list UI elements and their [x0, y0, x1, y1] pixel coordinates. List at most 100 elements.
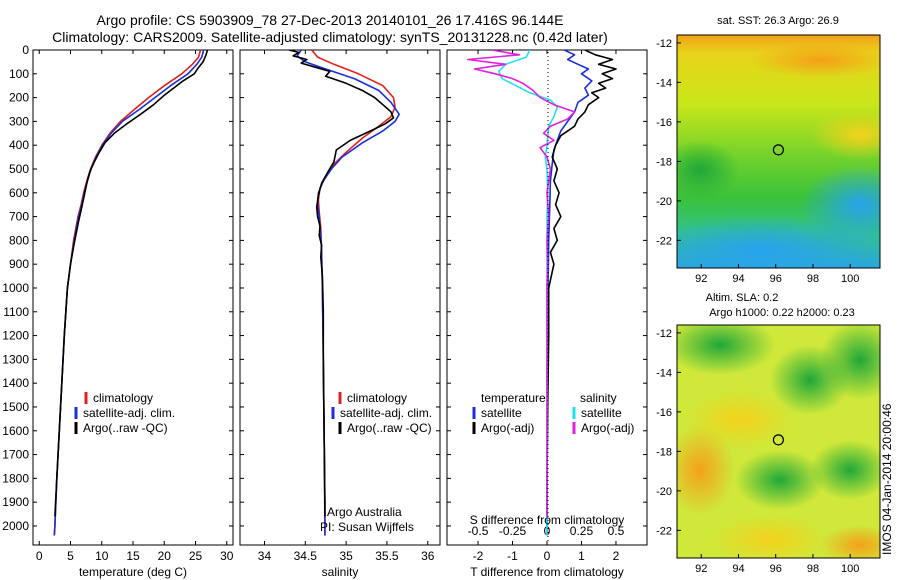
y-tick-label: 600	[9, 186, 29, 200]
legend-label-t-satellite: satellite	[481, 406, 522, 420]
legend-label-argo: Argo(..raw -QC)	[83, 421, 168, 435]
legend-label-s-argo: Argo(-adj)	[581, 421, 634, 435]
x-tick-label: 30	[220, 549, 234, 563]
x-tick-label: -1	[507, 549, 518, 563]
x-tick-label: 1	[578, 549, 585, 563]
map-x-tick-label: 96	[770, 273, 782, 285]
salinity-xlabel: salinity	[322, 565, 359, 579]
map-x-tick-label: 100	[841, 273, 859, 285]
difference-legend: temperature satellite Argo(-adj) salinit…	[470, 391, 635, 527]
y-tick-label: 1500	[2, 400, 29, 414]
pi-label: PI: Susan Wijffels	[320, 520, 414, 534]
s-difference-axis-label: S difference from climatology	[470, 513, 625, 527]
map-y-tick-label: -16	[656, 407, 672, 419]
y-tick-label: 1900	[2, 495, 29, 509]
argo-float-marker	[772, 144, 784, 156]
s-tick-label: 0.5	[608, 524, 625, 538]
x-tick-label: 15	[126, 549, 140, 563]
y-tick-label: 2000	[2, 519, 29, 533]
sst-map-frame	[676, 34, 881, 269]
legend-label-climatology: climatology	[347, 391, 407, 405]
y-tick-label: 1400	[2, 376, 29, 390]
map-y-tick-label: -12	[656, 38, 672, 50]
sst-cool-region-east	[800, 165, 880, 245]
y-tick-label: 100	[9, 67, 29, 81]
y-tick-label: 1300	[2, 352, 29, 366]
temperature-legend: climatology satellite-adj. clim. Argo(..…	[74, 391, 175, 435]
map-x-tick-label: 96	[770, 563, 782, 575]
series-line-t-satellite	[546, 50, 593, 536]
x-tick-label: -2	[473, 549, 484, 563]
difference-axes: -2 -1 0 1 2-0.5 -0.25 0 0.25 0.5	[447, 49, 647, 563]
legend-label-climatology: climatology	[93, 391, 153, 405]
salinity-series	[288, 50, 401, 536]
y-tick-label: 400	[9, 138, 29, 152]
sst-yellow-patch	[810, 110, 880, 160]
series-line-t-argo	[546, 50, 617, 517]
map-y-tick-label: -20	[656, 196, 672, 208]
y-tick-label: 300	[9, 114, 29, 128]
y-tick-label: 1800	[2, 471, 29, 485]
map-y-tick-label: -22	[656, 235, 672, 247]
map-x-tick-label: 94	[732, 563, 744, 575]
series-line-argo	[288, 50, 395, 517]
legend-label-salinity: salinity	[580, 391, 617, 405]
sla-map-title-line2: Argo h1000: 0.22 h2000: 0.23	[709, 307, 855, 319]
series-line-argo	[54, 50, 209, 517]
salinity-legend: climatology satellite-adj. clim. Argo(..…	[320, 391, 432, 534]
sla-green-patch-se	[810, 440, 880, 500]
x-tick-label: 10	[95, 549, 109, 563]
y-tick-label: 0	[22, 43, 29, 57]
y-tick-label: 200	[9, 91, 29, 105]
y-tick-label: 1100	[3, 305, 29, 319]
sla-map: 92 94 96 98 100 -12 -14 -16 -18 -20 -22 Altim. SLA…	[656, 292, 881, 575]
series-line-s-argo	[466, 50, 576, 517]
y-tick-label: 1600	[2, 424, 29, 438]
y-tick-label: 1000	[2, 281, 29, 295]
map-x-tick-label: 92	[695, 563, 707, 575]
x-tick-label: 5	[67, 549, 74, 563]
temperature-axes: 0 5 10 15 20 25 300100200300400500600700800900…	[2, 43, 233, 563]
map-x-tick-label: 98	[807, 273, 819, 285]
x-tick-label: 2	[613, 549, 620, 563]
sla-orange-patch-se	[820, 525, 880, 558]
map-y-tick-label: -18	[656, 156, 672, 168]
sst-map-ticks: 92 94 96 98 100 -12 -14 -16 -18 -20 -22	[656, 38, 859, 285]
sla-green-patch-ne	[820, 325, 880, 400]
legend-label-t-argo: Argo(-adj)	[481, 421, 534, 435]
x-tick-label: 34	[258, 549, 272, 563]
sla-yellow-patch-s	[710, 515, 830, 558]
map-y-tick-label: -16	[656, 117, 672, 129]
sst-map-title: sat. SST: 26.3 Argo: 26.9	[717, 15, 839, 27]
map-x-tick-label: 98	[807, 563, 819, 575]
sla-green-patch-nw	[677, 325, 775, 375]
map-y-tick-label: -14	[656, 77, 672, 89]
legend-label-satellite: satellite-adj. clim.	[83, 406, 175, 420]
s-tick-label: -0.25	[499, 524, 527, 538]
difference-series	[466, 50, 617, 536]
x-tick-label: 25	[189, 549, 203, 563]
legend-label-temperature: temperature	[481, 391, 546, 405]
argo-float-marker	[772, 434, 784, 446]
x-tick-label: 36	[421, 549, 435, 563]
map-x-tick-label: 94	[732, 273, 744, 285]
y-tick-label: 900	[9, 257, 29, 271]
map-x-tick-label: 100	[841, 563, 859, 575]
sst-map: 92 94 96 98 100 -12 -14 -16 -18 -20 -22 sat. SST: …	[656, 15, 881, 285]
x-tick-label: 20	[158, 549, 172, 563]
salinity-axes: 34 34.5 35 35.5 36	[240, 49, 440, 563]
sst-green-patch	[677, 140, 740, 200]
x-tick-label: 0	[36, 549, 43, 563]
argo-australia-label: Argo Australia	[327, 505, 402, 519]
legend-label-argo: Argo(..raw -QC)	[347, 421, 432, 435]
map-y-tick-label: -12	[656, 328, 672, 340]
y-tick-label: 700	[9, 210, 29, 224]
map-x-tick-label: 92	[695, 273, 707, 285]
temperature-series	[53, 50, 209, 536]
sla-map-title-line1: Altim. SLA: 0.2	[706, 292, 779, 304]
x-tick-label: 35.5	[375, 549, 399, 563]
map-y-tick-label: -20	[656, 486, 672, 498]
figure-title-line1: Argo profile: CS 5903909_78 27-Dec-2013 …	[96, 12, 564, 28]
t-difference-xlabel: T difference from climatology	[470, 565, 624, 579]
s-tick-label: 0.25	[570, 524, 594, 538]
